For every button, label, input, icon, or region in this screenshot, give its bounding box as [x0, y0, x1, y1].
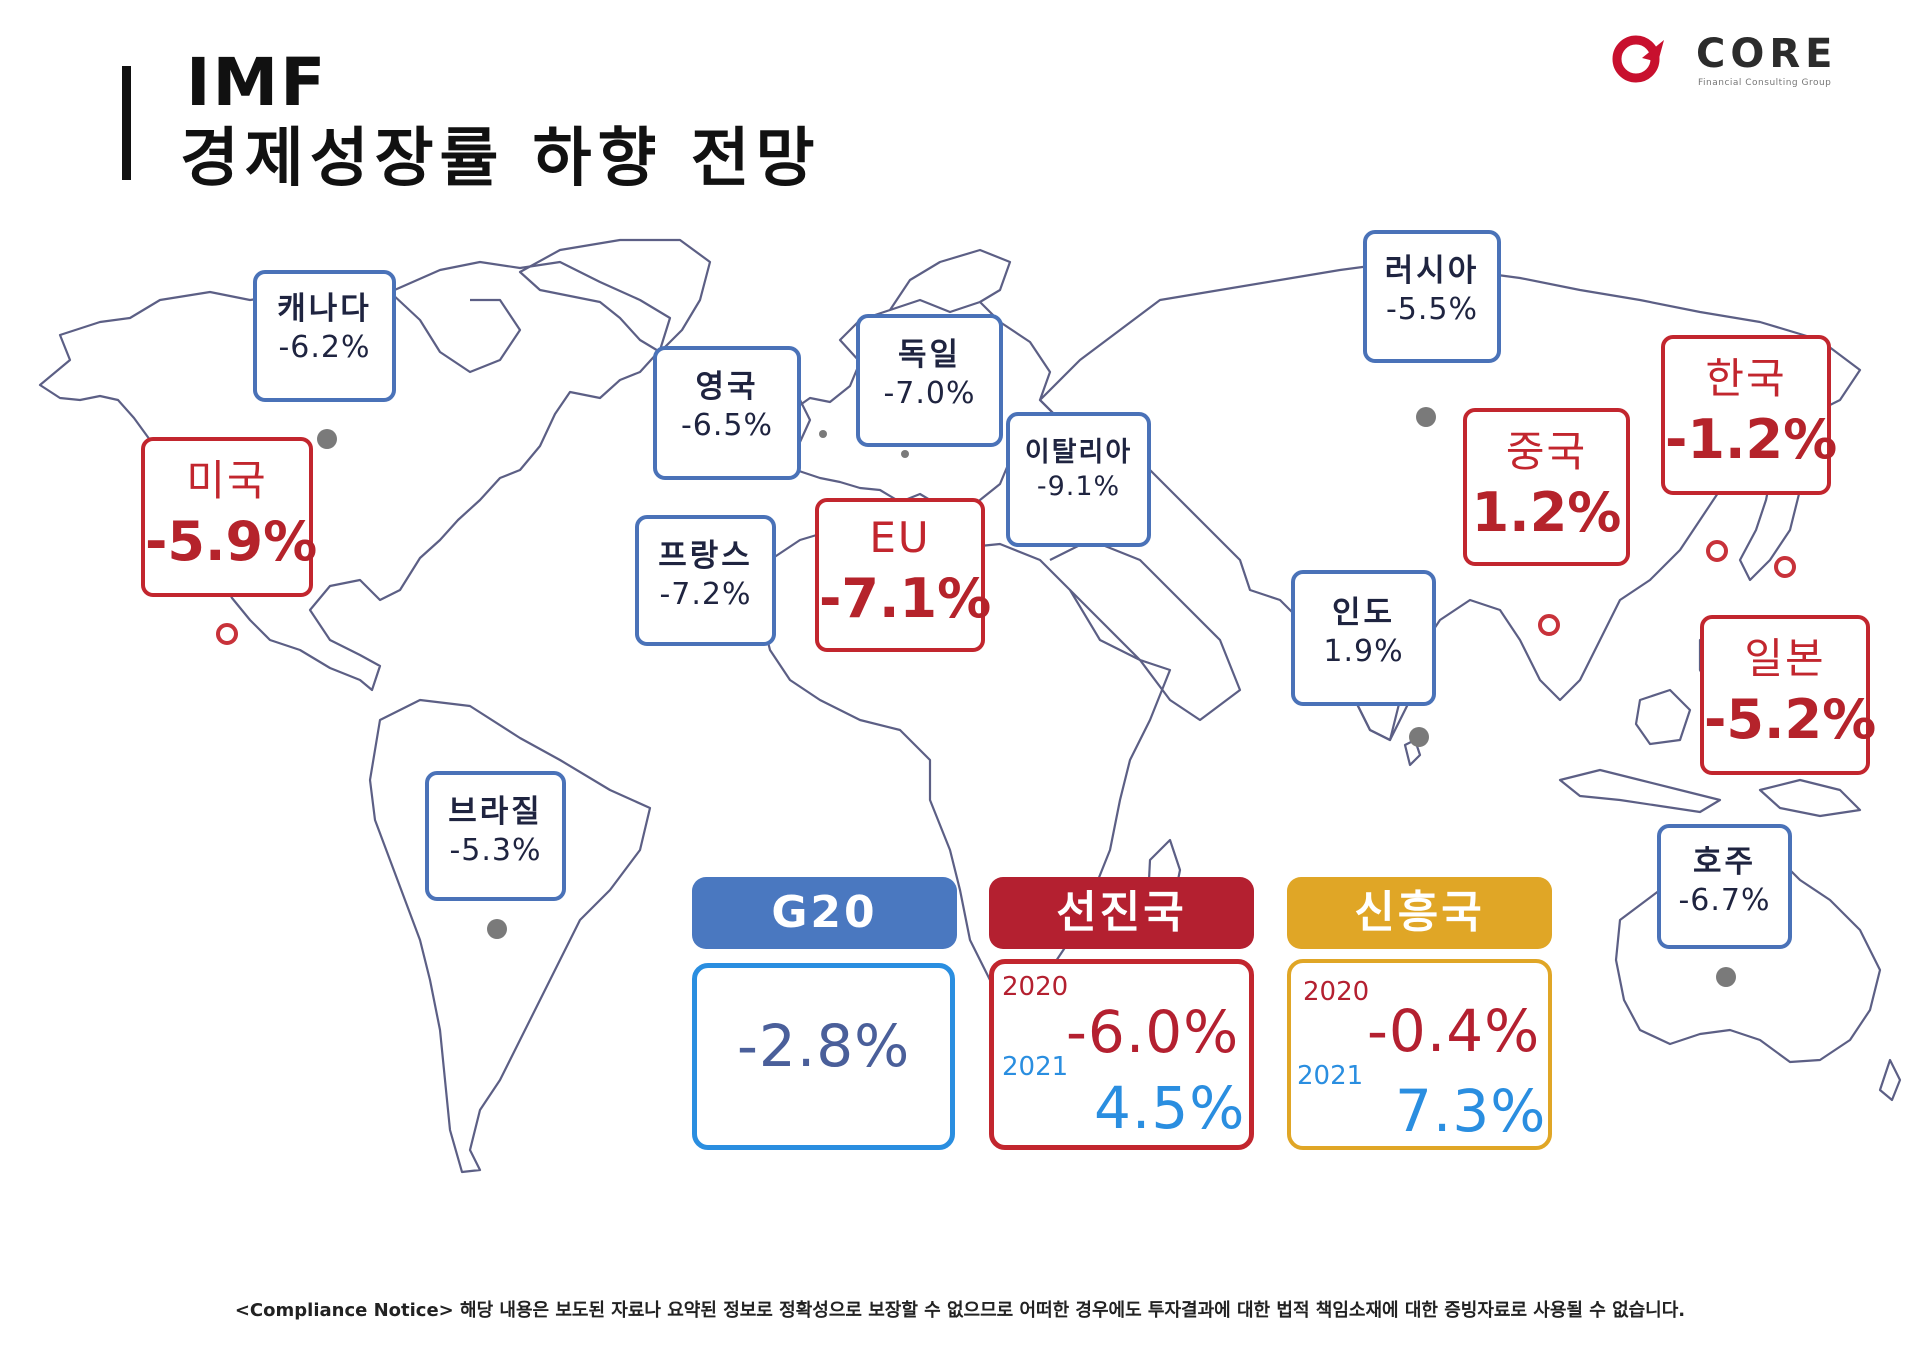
scandinavia-outline [889, 248, 1012, 311]
japan-callout: 일본 -5.2% [1700, 615, 1877, 775]
indonesia-outline [1558, 768, 1722, 814]
brazil-callout: 브라질 -5.3% [425, 771, 566, 901]
russia-value: -5.5% [1385, 291, 1479, 327]
uk-callout: 영국 -6.5% [653, 346, 801, 480]
emerging-panel: 2020 -0.4% 2021 7.3% [1287, 959, 1552, 1150]
italy-name: 이탈리아 [1024, 437, 1133, 468]
russia-marker [1416, 407, 1436, 427]
italy-value: -9.1% [1036, 470, 1121, 502]
australia-name: 호주 [1692, 844, 1757, 880]
advanced-year-2020: 2020 [1002, 972, 1069, 1002]
uk-marker [819, 430, 827, 438]
advanced-header: 선진국 [989, 877, 1254, 949]
emerging-year-2021: 2021 [1297, 1061, 1364, 1091]
page-title: IMF [186, 44, 328, 121]
china-value: 1.2% [1471, 480, 1622, 544]
brazil-marker [487, 919, 507, 939]
title-accent-bar [122, 66, 131, 180]
china-marker [1538, 614, 1560, 636]
australia-value: -6.7% [1678, 882, 1771, 918]
emerging-value-2020: -0.4% [1367, 997, 1541, 1065]
india-callout: 인도 1.9% [1291, 570, 1436, 706]
new-zealand-outline [1878, 1058, 1902, 1102]
usa-name: 미국 [186, 456, 268, 505]
brazil-value: -5.3% [449, 832, 542, 868]
emerging-year-2020: 2020 [1303, 977, 1370, 1007]
emerging-header: 신흥국 [1287, 877, 1552, 949]
russia-callout: 러시아 -5.5% [1363, 230, 1501, 363]
germany-marker [901, 450, 909, 458]
greenland-outline [518, 238, 712, 354]
advanced-year-2021: 2021 [1002, 1052, 1069, 1082]
korea-marker [1706, 540, 1728, 562]
eu-callout: EU -7.1% [815, 498, 992, 652]
new-guinea-outline [1758, 778, 1862, 818]
korea-name: 한국 [1705, 354, 1787, 403]
usa-marker [216, 623, 238, 645]
borneo-outline [1634, 688, 1692, 746]
india-value: 1.9% [1323, 633, 1404, 669]
uk-name: 영국 [695, 369, 759, 405]
hudson-bay-outline [389, 291, 522, 374]
india-name: 인도 [1331, 595, 1396, 631]
page-subtitle: 경제성장률 하향 전망 [180, 122, 821, 196]
germany-name: 독일 [897, 337, 962, 373]
china-name: 중국 [1505, 427, 1588, 476]
china-callout: 중국 1.2% [1463, 408, 1630, 566]
usa-callout: 미국 -5.9% [141, 437, 318, 597]
advanced-value-2021: 4.5% [1094, 1074, 1246, 1142]
japan-marker [1774, 556, 1796, 578]
germany-callout: 독일 -7.0% [856, 314, 1003, 447]
france-name: 프랑스 [658, 538, 753, 574]
germany-value: -7.0% [883, 375, 976, 411]
australia-callout: 호주 -6.7% [1657, 824, 1792, 949]
g20-panel: -2.8% [692, 963, 955, 1150]
korea-value: -1.2% [1665, 407, 1838, 471]
logo-text: CORE [1696, 31, 1838, 77]
compliance-notice: <Compliance Notice> 해당 내용은 보도된 자료나 요약된 정… [234, 1300, 1686, 1321]
g20-value: -2.8% [737, 1012, 911, 1080]
japan-name: 일본 [1744, 634, 1826, 683]
canada-value: -6.2% [278, 329, 371, 365]
korea-callout: 한국 -1.2% [1661, 335, 1838, 495]
france-callout: 프랑스 -7.2% [635, 515, 776, 646]
australia-marker [1716, 967, 1736, 987]
russia-name: 러시아 [1384, 253, 1480, 289]
logo-ring-icon [1612, 35, 1664, 83]
canada-marker [317, 429, 337, 449]
middle-east-outline [1049, 538, 1242, 722]
usa-value: -5.9% [145, 509, 318, 573]
eu-name: EU [869, 513, 931, 562]
brazil-name: 브라질 [448, 794, 543, 830]
france-value: -7.2% [659, 576, 752, 612]
eu-value: -7.1% [819, 566, 992, 630]
italy-callout: 이탈리아 -9.1% [1006, 412, 1151, 547]
canada-name: 캐나다 [277, 291, 372, 327]
core-logo: CORE Financial Consulting Group [1612, 30, 1852, 90]
south-america-outline [368, 698, 652, 1174]
emerging-value-2021: 7.3% [1395, 1077, 1547, 1145]
japan-value: -5.2% [1704, 687, 1877, 751]
uk-value: -6.5% [680, 407, 774, 443]
advanced-panel: 2020 -6.0% 2021 4.5% [989, 959, 1254, 1150]
g20-header: G20 [692, 877, 957, 949]
canada-callout: 캐나다 -6.2% [253, 270, 396, 402]
advanced-value-2020: -6.0% [1066, 998, 1240, 1066]
india-marker [1409, 727, 1429, 747]
logo-tagline: Financial Consulting Group [1698, 78, 1832, 88]
